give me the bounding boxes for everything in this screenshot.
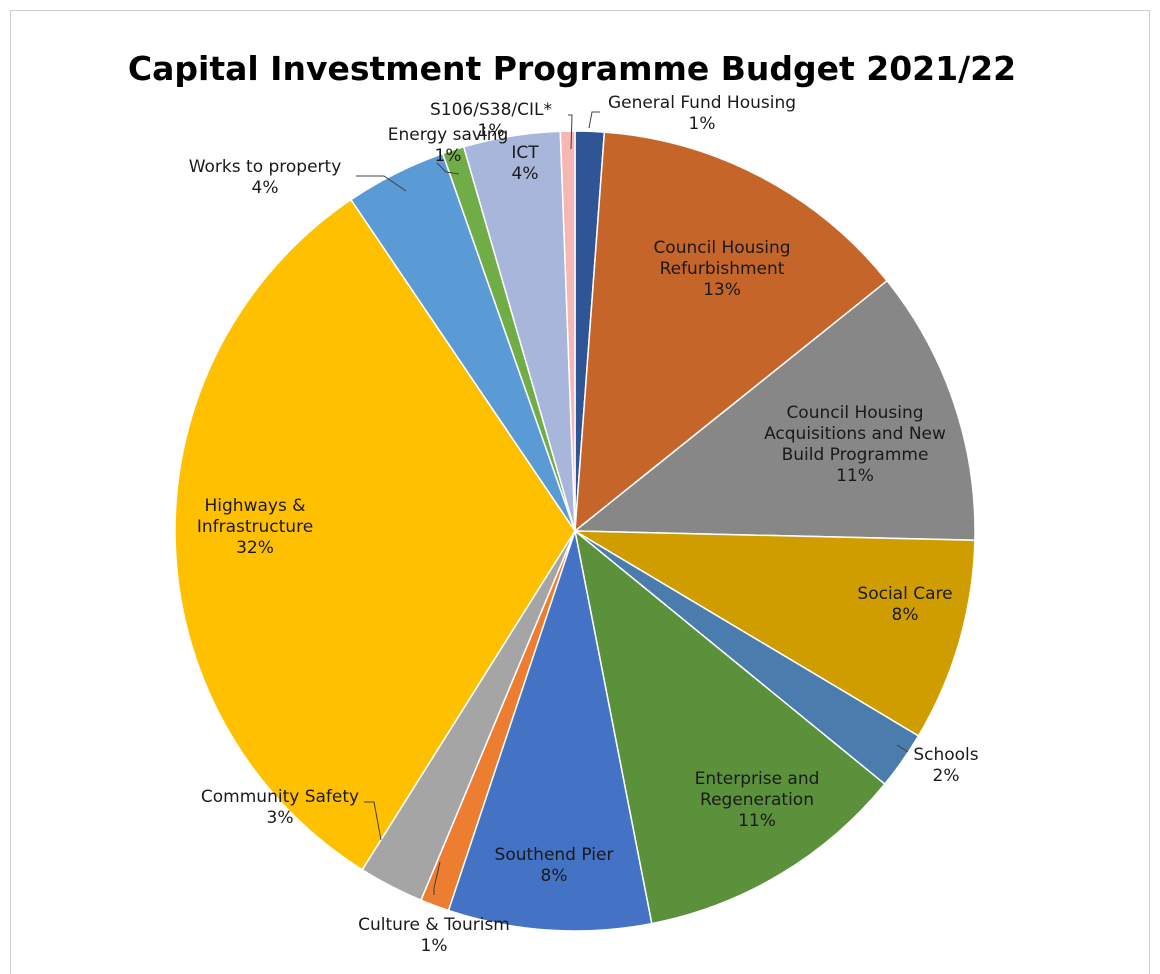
slice-label-line: 1% — [435, 146, 462, 166]
slice-label-line: 11% — [836, 466, 874, 486]
slice-label-line: Social Care — [857, 584, 952, 604]
pie-slice-southend-pier — [447, 528, 653, 932]
slice-label-ict: ICT 4% — [511, 143, 539, 184]
slice-label-line: Council Housing — [786, 403, 923, 423]
slice-label-line: 1% — [421, 936, 448, 956]
slice-label-line: Works to property — [189, 157, 342, 177]
slice-label-line: Culture & Tourism — [358, 915, 510, 935]
slice-label-southend-pier: Southend Pier 8% — [495, 845, 614, 886]
slice-label-enterprise-and-regeneration: Enterprise and Regeneration 11% — [695, 769, 820, 831]
slice-label-line: 11% — [738, 811, 776, 831]
slice-label-line: 2% — [933, 766, 960, 786]
slice-label-line: 8% — [541, 866, 568, 886]
slice-label-works-to-property: Works to property 4% — [189, 157, 342, 198]
slice-label-line: S106/S38/CIL* — [430, 100, 552, 120]
pie-slice-social-care — [572, 530, 976, 737]
leader-line-community-safety — [364, 801, 382, 841]
slice-label-line: Regeneration — [700, 790, 814, 810]
leader-line-culture-tourism — [433, 861, 441, 895]
slice-label-line: Community Safety — [201, 787, 359, 807]
slice-label-line: Build Programme — [782, 445, 929, 465]
slice-label-council-housing-acquisitions-and-new-build-programme: Council Housing Acquisitions and New Build… — [764, 403, 946, 486]
slice-label-line: Energy saving — [388, 125, 509, 145]
slice-label-line: 32% — [236, 538, 274, 558]
slice-label-line: Refurbishment — [660, 259, 785, 279]
slice-label-social-care: Social Care 8% — [857, 584, 952, 625]
slice-label-line: Schools — [913, 745, 978, 765]
leader-line-schools — [896, 744, 909, 753]
leader-lines — [356, 111, 909, 895]
slice-label-highways-infrastructure: Highways & Infrastructure 32% — [197, 496, 313, 558]
slice-label-line: Acquisitions and New — [764, 424, 946, 444]
slice-label-line: ICT — [511, 143, 539, 163]
slice-label-general-fund-housing: General Fund Housing 1% — [608, 93, 796, 134]
pie-slice-highways-infrastructure — [174, 198, 576, 871]
slice-label-line: 1% — [478, 121, 505, 141]
pie-slices — [174, 130, 976, 932]
slice-label-community-safety: Community Safety 3% — [201, 787, 359, 828]
pie-slice-enterprise-and-regeneration — [573, 529, 886, 925]
pie-slice-council-housing-acquisitions-and-new-build-programme — [572, 279, 976, 541]
slice-label-council-housing-refurbishment: Council Housing Refurbishment 13% — [653, 238, 790, 300]
slice-label-line: Enterprise and — [695, 769, 820, 789]
slice-label-s106-s38-cil: S106/S38/CIL* 1% — [430, 100, 552, 141]
slice-label-line: 4% — [252, 178, 279, 198]
slice-label-line: 1% — [689, 114, 716, 134]
slice-label-schools: Schools 2% — [913, 745, 978, 786]
leader-line-general-fund-housing — [588, 111, 600, 129]
chart-title: Capital Investment Programme Budget 2021… — [128, 49, 1016, 88]
pie-slice-s106-s38-cil — [559, 130, 576, 532]
slice-label-line: 4% — [512, 164, 539, 184]
slice-label-line: 3% — [267, 808, 294, 828]
leader-line-energy-saving — [436, 162, 460, 175]
slice-label-line: 8% — [892, 605, 919, 625]
slice-label-energy-saving: Energy saving 1% — [388, 125, 509, 166]
slice-label-line: Council Housing — [653, 238, 790, 258]
slice-label-line: General Fund Housing — [608, 93, 796, 113]
leader-line-s106-s38-cil — [568, 114, 573, 150]
leader-line-works-to-property — [356, 175, 407, 192]
slice-labels: General Fund Housing 1%Council Housing Ref… — [189, 93, 979, 956]
slice-label-line: 13% — [703, 280, 741, 300]
pie-slice-council-housing-refurbishment — [574, 131, 889, 533]
slice-label-culture-tourism: Culture & Tourism 1% — [358, 915, 510, 956]
slice-label-line: Infrastructure — [197, 517, 313, 537]
slice-label-line: Highways & — [205, 496, 306, 516]
slice-label-line: Southend Pier — [495, 845, 614, 865]
